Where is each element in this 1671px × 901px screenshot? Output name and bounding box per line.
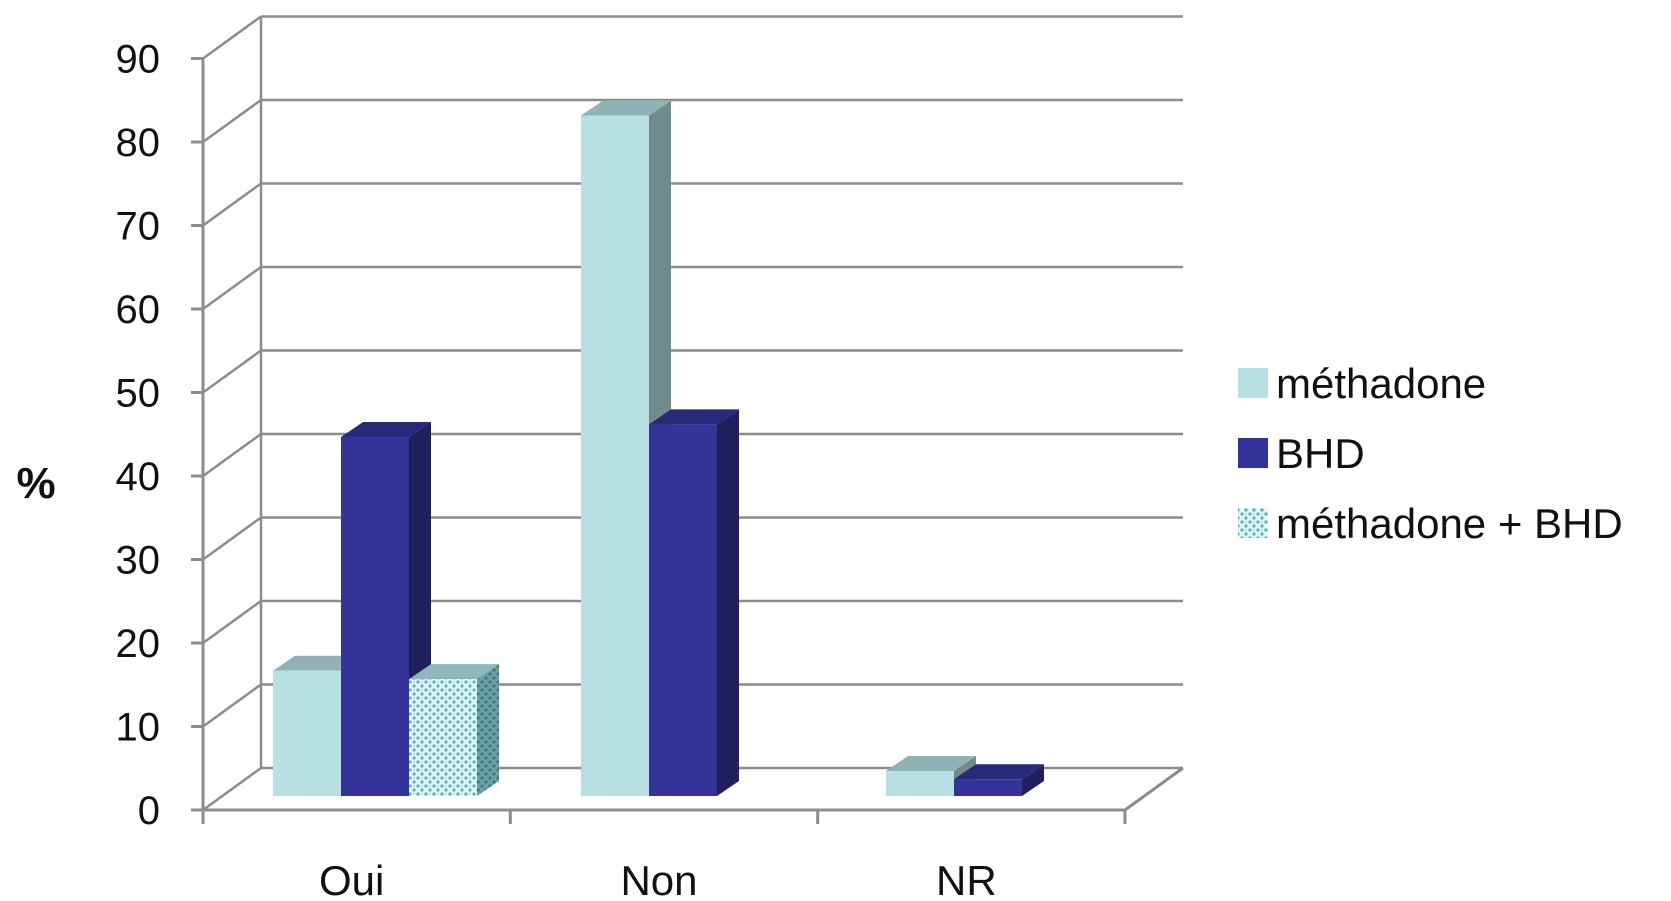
y-tick-labels: 0 10 20 30 40 50 60 70 80 90 bbox=[116, 38, 161, 834]
bars bbox=[273, 100, 1044, 797]
legend-label: méthadone + BHD bbox=[1276, 500, 1623, 547]
legend-swatch bbox=[1238, 368, 1268, 398]
legend-swatch bbox=[1238, 508, 1268, 538]
side-wall-line bbox=[202, 15, 262, 60]
legend: méthadone BHD méthadone + BHD bbox=[1238, 360, 1623, 547]
legend-label: BHD bbox=[1276, 430, 1365, 477]
bar bbox=[954, 764, 1044, 796]
category-labels: Oui Non NR bbox=[319, 857, 997, 901]
bar-top bbox=[649, 409, 739, 425]
legend-label: méthadone bbox=[1276, 360, 1486, 407]
y-tick-label: 40 bbox=[116, 455, 161, 499]
bar-front bbox=[649, 424, 717, 796]
floor-edge bbox=[1124, 766, 1184, 812]
y-axis-title: % bbox=[16, 459, 55, 508]
side-wall-line bbox=[202, 98, 262, 144]
side-wall-line bbox=[202, 599, 262, 645]
side-wall-line bbox=[202, 182, 262, 227]
bar-front bbox=[341, 436, 409, 796]
category-label: Non bbox=[620, 857, 697, 901]
bar-front bbox=[273, 670, 341, 796]
y-tick-label: 20 bbox=[116, 622, 161, 666]
bar-top bbox=[581, 100, 671, 116]
bar-side bbox=[1022, 764, 1044, 796]
side-wall-line bbox=[202, 683, 262, 728]
axes bbox=[191, 57, 1184, 824]
y-tick-label: 60 bbox=[116, 288, 161, 332]
legend-swatch bbox=[1238, 438, 1268, 468]
bar-top bbox=[954, 764, 1044, 780]
side-wall-line bbox=[202, 265, 262, 311]
side-wall-line bbox=[202, 766, 262, 812]
y-tick-label: 70 bbox=[116, 205, 161, 249]
side-wall-line bbox=[202, 349, 262, 394]
bar-front bbox=[581, 115, 649, 797]
y-tick-label: 30 bbox=[116, 539, 161, 583]
bar bbox=[409, 664, 499, 796]
bar-side bbox=[717, 409, 739, 796]
y-tick-label: 90 bbox=[116, 38, 161, 82]
bar-side bbox=[477, 664, 499, 796]
legend-item: méthadone + BHD bbox=[1238, 500, 1623, 547]
legend-item: BHD bbox=[1238, 430, 1365, 477]
legend-item: méthadone bbox=[1238, 360, 1486, 407]
category-label: Oui bbox=[319, 857, 384, 901]
side-wall-line bbox=[202, 516, 262, 561]
bar-front bbox=[409, 679, 477, 796]
y-tick-label: 0 bbox=[138, 789, 160, 833]
bar-top bbox=[409, 664, 499, 680]
y-tick-label: 10 bbox=[116, 706, 161, 750]
bar-top bbox=[273, 655, 363, 671]
y-tick-label: 50 bbox=[116, 372, 161, 416]
bar bbox=[649, 409, 739, 796]
bar-top bbox=[341, 421, 431, 437]
y-tick-label: 80 bbox=[116, 121, 161, 165]
bar-top bbox=[886, 755, 976, 771]
bar-front bbox=[886, 770, 954, 796]
side-wall-line bbox=[202, 432, 262, 478]
category-label: NR bbox=[936, 857, 997, 901]
bar-front bbox=[954, 779, 1022, 796]
